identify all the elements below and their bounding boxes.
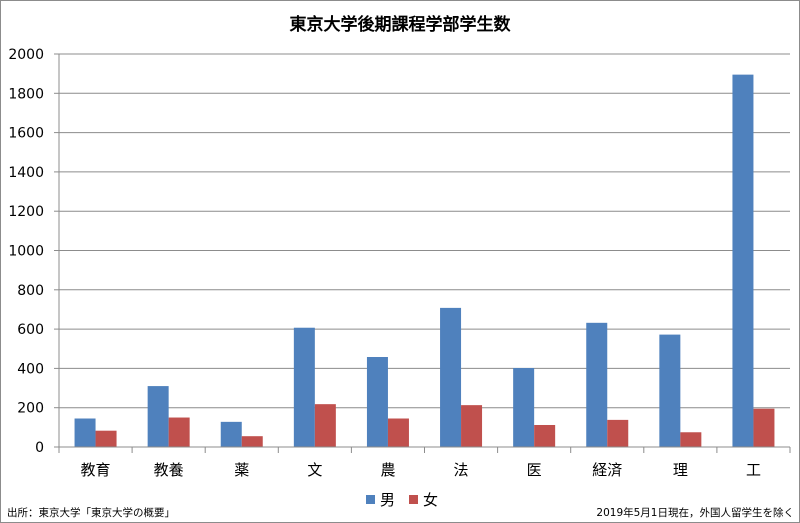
legend-label-female: 女 bbox=[423, 491, 438, 509]
y-tick-label: 0 bbox=[35, 440, 44, 456]
x-category-label: 工 bbox=[746, 461, 761, 479]
y-tick-label: 1200 bbox=[8, 204, 44, 220]
bar-female-4 bbox=[387, 418, 409, 447]
gridlines bbox=[54, 53, 790, 448]
x-category-label: 理 bbox=[673, 461, 688, 479]
y-tick-labels: 0 200 400 600 800 1000 1200 1400 1600 1800 2000 bbox=[8, 47, 44, 456]
y-tick-label: 2000 bbox=[8, 47, 44, 63]
bar-male-7 bbox=[586, 322, 608, 447]
y-tick-label: 600 bbox=[17, 322, 44, 338]
legend: 男女 bbox=[366, 491, 438, 509]
source-note: 出所：東京大学「東京大学の概要」 bbox=[7, 506, 175, 519]
date-note: 2019年5月1日現在，外国人留学生を除く bbox=[596, 506, 794, 519]
y-tick-label: 1000 bbox=[8, 244, 44, 260]
bar-male-5 bbox=[440, 307, 462, 447]
legend-swatch-female bbox=[409, 495, 418, 504]
bar-female-6 bbox=[534, 424, 556, 447]
y-tick-label: 1400 bbox=[8, 165, 44, 181]
x-category-label: 教養 bbox=[154, 461, 184, 479]
y-tick-label: 1600 bbox=[8, 126, 44, 142]
legend-label-male: 男 bbox=[380, 491, 395, 509]
bar-male-9 bbox=[732, 74, 754, 447]
bar-male-3 bbox=[293, 327, 315, 447]
bar-male-2 bbox=[220, 421, 242, 447]
x-category-label: 教育 bbox=[81, 461, 111, 479]
bar-male-6 bbox=[513, 368, 535, 447]
x-category-label: 薬 bbox=[234, 461, 249, 479]
bar-male-1 bbox=[147, 386, 169, 447]
bar-female-2 bbox=[241, 436, 263, 447]
y-tick-label: 400 bbox=[17, 361, 44, 377]
y-tick-label: 1800 bbox=[8, 86, 44, 102]
chart-title: 東京大学後期課程学部学生数 bbox=[290, 14, 512, 35]
y-tick-label: 200 bbox=[17, 401, 44, 417]
bar-male-8 bbox=[659, 334, 681, 447]
bars bbox=[74, 74, 775, 447]
y-tick-label: 800 bbox=[17, 283, 44, 299]
legend-swatch-male bbox=[366, 495, 375, 504]
bar-female-3 bbox=[314, 404, 336, 447]
x-category-label: 農 bbox=[380, 461, 395, 479]
bar-male-4 bbox=[366, 357, 388, 447]
x-category-label: 文 bbox=[307, 461, 322, 479]
x-category-label: 医 bbox=[527, 461, 542, 479]
x-category-label: 経済 bbox=[592, 461, 622, 479]
x-category-labels: 教育 教養 薬 文 農 法 医 経済 理 工 bbox=[81, 461, 761, 479]
bar-female-7 bbox=[607, 419, 629, 447]
bar-female-9 bbox=[753, 408, 775, 447]
bar-female-0 bbox=[95, 430, 117, 447]
axes bbox=[58, 54, 791, 453]
bar-female-5 bbox=[461, 405, 483, 447]
bar-male-0 bbox=[74, 418, 96, 447]
bar-female-1 bbox=[168, 417, 190, 447]
bar-female-8 bbox=[680, 432, 702, 447]
x-category-label: 法 bbox=[454, 461, 469, 479]
